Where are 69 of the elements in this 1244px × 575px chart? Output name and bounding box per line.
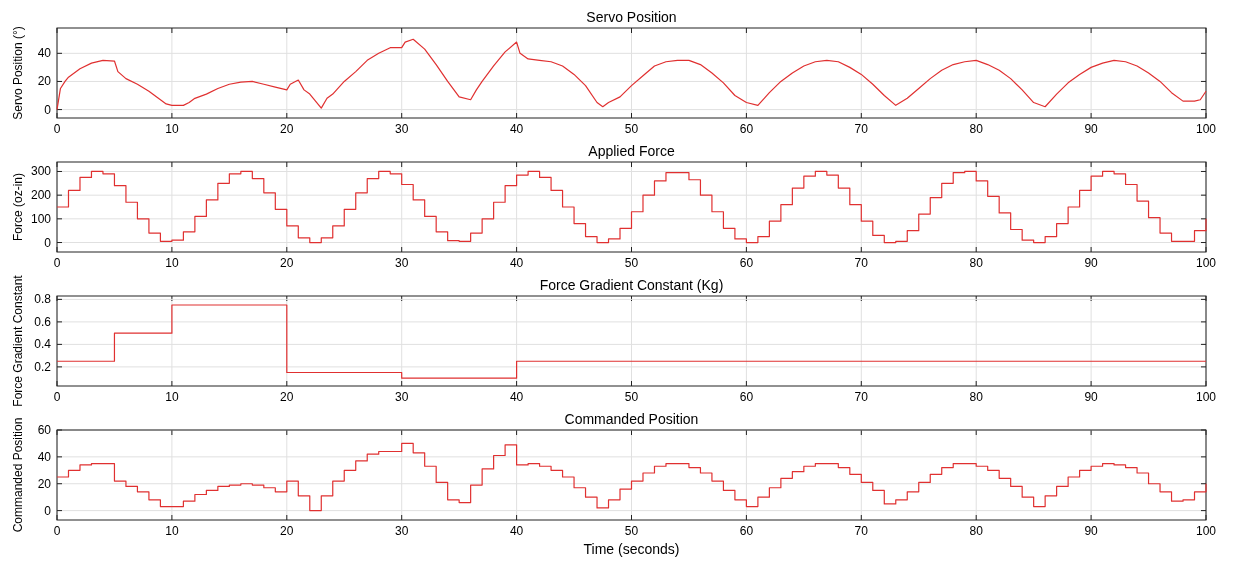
x-tick-label: 80 (969, 390, 984, 404)
x-tick-label: 100 (1195, 122, 1217, 136)
x-tick-label: 60 (739, 390, 754, 404)
x-tick-label: 10 (165, 524, 179, 538)
y-tick-label: 20 (37, 476, 52, 491)
x-tick-label: 0 (53, 524, 61, 538)
x-tick-label: 70 (854, 524, 869, 538)
x-tick-label: 50 (624, 256, 639, 270)
y-axis-title: Servo Position (°) (11, 26, 25, 120)
x-tick-label: 0 (53, 256, 61, 270)
chart-title: Commanded Position (564, 411, 699, 427)
y-tick-label: 0.8 (34, 292, 52, 307)
x-tick-label: 70 (854, 256, 869, 270)
y-tick-label: 200 (30, 188, 52, 203)
x-tick-label: 80 (969, 256, 984, 270)
x-axis-title: Time (seconds) (583, 541, 680, 557)
y-axis-title: Commanded Position (11, 417, 25, 533)
y-tick-label: 300 (30, 164, 52, 179)
x-tick-label: 20 (280, 256, 294, 270)
y-tick-label: 0.2 (34, 359, 52, 374)
x-tick-label: 90 (1084, 256, 1099, 270)
x-tick-label: 90 (1084, 390, 1099, 404)
y-tick-label: 0 (44, 235, 52, 250)
x-tick-label: 60 (739, 524, 754, 538)
x-tick-label: 100 (1195, 256, 1217, 270)
x-tick-label: 70 (854, 390, 869, 404)
x-tick-label: 50 (624, 122, 639, 136)
y-axis-title: Force Gradient Constant (11, 274, 25, 407)
x-tick-label: 0 (53, 390, 61, 404)
x-tick-label: 10 (165, 390, 179, 404)
x-tick-label: 40 (509, 524, 524, 538)
x-tick-label: 10 (165, 256, 179, 270)
x-tick-label: 40 (509, 256, 524, 270)
y-tick-label: 0 (44, 102, 52, 117)
x-tick-label: 10 (165, 122, 179, 136)
y-tick-label: 20 (37, 74, 52, 89)
y-tick-label: 40 (37, 46, 52, 61)
x-tick-label: 50 (624, 390, 639, 404)
x-tick-label: 30 (395, 256, 409, 270)
line-series (56, 38, 1207, 111)
x-tick-label: 30 (395, 390, 409, 404)
x-tick-label: 90 (1084, 122, 1099, 136)
x-tick-label: 40 (509, 122, 524, 136)
chart-title: Force Gradient Constant (Kg) (539, 277, 724, 293)
x-tick-label: 60 (739, 122, 754, 136)
chart-title: Applied Force (588, 143, 675, 159)
x-tick-label: 100 (1195, 524, 1217, 538)
x-tick-label: 20 (280, 122, 294, 136)
x-tick-label: 0 (53, 122, 61, 136)
chart-title: Servo Position (586, 9, 677, 25)
y-axis-title: Force (oz-in) (11, 172, 25, 242)
x-tick-label: 20 (280, 524, 294, 538)
x-tick-label: 80 (969, 122, 984, 136)
y-tick-label: 60 (37, 423, 52, 437)
x-tick-label: 50 (624, 524, 639, 538)
x-tick-label: 100 (1195, 390, 1217, 404)
x-tick-label: 70 (854, 122, 869, 136)
x-tick-label: 40 (509, 390, 524, 404)
y-tick-label: 0 (44, 503, 52, 518)
y-tick-label: 100 (30, 211, 52, 226)
x-tick-label: 80 (969, 524, 984, 538)
x-tick-label: 20 (280, 390, 294, 404)
y-tick-label: 0.4 (34, 337, 52, 352)
y-tick-label: 40 (37, 449, 52, 464)
x-tick-label: 90 (1084, 524, 1099, 538)
x-tick-label: 60 (739, 256, 754, 270)
x-tick-label: 30 (395, 524, 409, 538)
y-tick-label: 0.6 (34, 314, 52, 329)
x-tick-label: 30 (395, 122, 409, 136)
